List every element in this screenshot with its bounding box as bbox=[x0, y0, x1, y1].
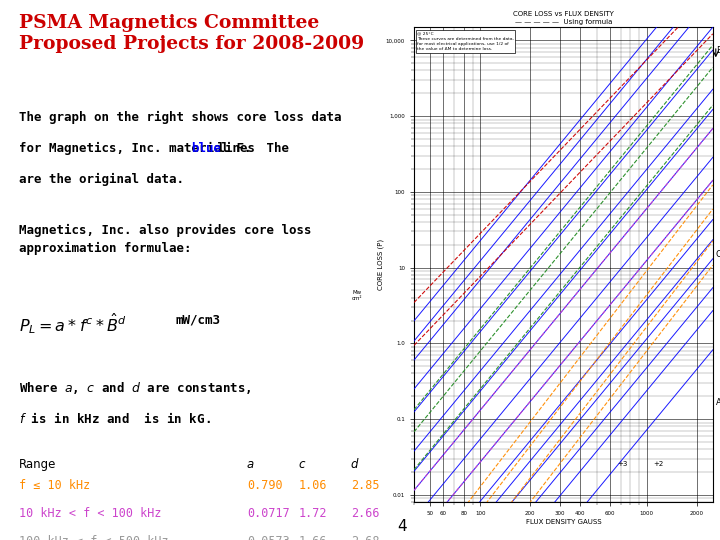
Text: 0.0573: 0.0573 bbox=[247, 535, 289, 540]
Text: f ≤ 10 kHz: f ≤ 10 kHz bbox=[19, 479, 91, 492]
Text: a: a bbox=[247, 458, 254, 471]
Text: $P_L = a * f^c * \hat{B}^d$: $P_L = a * f^c * \hat{B}^d$ bbox=[19, 311, 127, 336]
X-axis label: FLUX DENSITY GAUSS: FLUX DENSITY GAUSS bbox=[526, 519, 601, 525]
Text: 0.0717: 0.0717 bbox=[247, 507, 289, 520]
Text: 1.06: 1.06 bbox=[299, 479, 328, 492]
Text: +3: +3 bbox=[617, 461, 628, 467]
Text: @ 25°C
These curves are determined from the data-
for most electrical applicatio: @ 25°C These curves are determined from … bbox=[417, 32, 514, 51]
Text: 100 kHz ≤ f < 500 kHz: 100 kHz ≤ f < 500 kHz bbox=[19, 535, 168, 540]
Text: Magnetics, Inc. also provides core loss
approximation formulae:: Magnetics, Inc. also provides core loss … bbox=[19, 224, 312, 255]
Text: for Magnetics, Inc. material F.  The: for Magnetics, Inc. material F. The bbox=[19, 142, 297, 155]
Text: 0.790: 0.790 bbox=[247, 479, 282, 492]
Text: 4: 4 bbox=[397, 518, 407, 534]
Text: PSMA Magnetics Committee
Proposed Projects for 2008-2009: PSMA Magnetics Committee Proposed Projec… bbox=[19, 14, 364, 53]
Text: 1.72: 1.72 bbox=[299, 507, 328, 520]
Text: C: C bbox=[716, 251, 720, 259]
Text: 2.68: 2.68 bbox=[351, 535, 379, 540]
Text: 1.66: 1.66 bbox=[299, 535, 328, 540]
Text: c: c bbox=[299, 458, 305, 471]
Text: The graph on the right shows core loss data: The graph on the right shows core loss d… bbox=[19, 111, 342, 124]
Text: 2.66: 2.66 bbox=[351, 507, 379, 520]
Text: A: A bbox=[716, 397, 720, 407]
Text: 10 kHz < f < 100 kHz: 10 kHz < f < 100 kHz bbox=[19, 507, 162, 520]
Text: +2: +2 bbox=[653, 461, 663, 467]
Text: 2.85: 2.85 bbox=[351, 479, 379, 492]
Text: Where $a$, $c$ and $d$ are constants,: Where $a$, $c$ and $d$ are constants, bbox=[19, 380, 251, 396]
Text: mW/cm3: mW/cm3 bbox=[175, 314, 220, 327]
Text: blue: blue bbox=[192, 142, 222, 155]
Text: lines: lines bbox=[210, 142, 255, 155]
Text: Range: Range bbox=[19, 458, 57, 471]
Text: $f$ is in kHz and  is in kG.: $f$ is in kHz and is in kG. bbox=[19, 411, 211, 427]
Text: are the original data.: are the original data. bbox=[19, 173, 184, 186]
Title: CORE LOSS vs FLUX DENSITY
— — — — —  Using formula: CORE LOSS vs FLUX DENSITY — — — — — Usin… bbox=[513, 11, 614, 25]
Text: B: B bbox=[716, 46, 720, 55]
Text: d: d bbox=[351, 458, 359, 471]
Text: Mw
cm²: Mw cm² bbox=[352, 290, 363, 301]
Y-axis label: CORE LOSS (P): CORE LOSS (P) bbox=[378, 239, 384, 290]
